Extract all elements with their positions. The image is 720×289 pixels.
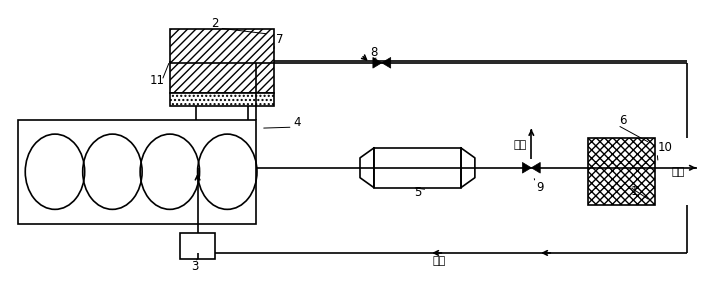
Text: 尾气: 尾气 — [513, 140, 527, 150]
Bar — [180, 233, 215, 259]
Text: 3: 3 — [191, 260, 198, 273]
Bar — [18, 120, 256, 224]
Text: 8: 8 — [370, 47, 377, 59]
Bar — [170, 29, 274, 92]
Text: 5: 5 — [414, 186, 421, 199]
Polygon shape — [531, 162, 540, 173]
Text: 尾气: 尾气 — [672, 167, 685, 177]
Text: 9: 9 — [536, 181, 544, 194]
Text: 氨气: 氨气 — [433, 256, 446, 266]
Bar — [588, 138, 655, 205]
Polygon shape — [373, 58, 382, 68]
Text: 11: 11 — [150, 74, 164, 87]
Text: 1: 1 — [631, 185, 638, 198]
Text: 6: 6 — [618, 114, 626, 127]
Text: 4: 4 — [294, 116, 302, 129]
Bar — [170, 92, 274, 106]
Polygon shape — [382, 58, 391, 68]
Text: 7: 7 — [276, 33, 284, 46]
Text: 2: 2 — [211, 17, 218, 30]
Bar — [374, 148, 461, 188]
Text: 10: 10 — [657, 142, 672, 154]
Polygon shape — [523, 162, 531, 173]
